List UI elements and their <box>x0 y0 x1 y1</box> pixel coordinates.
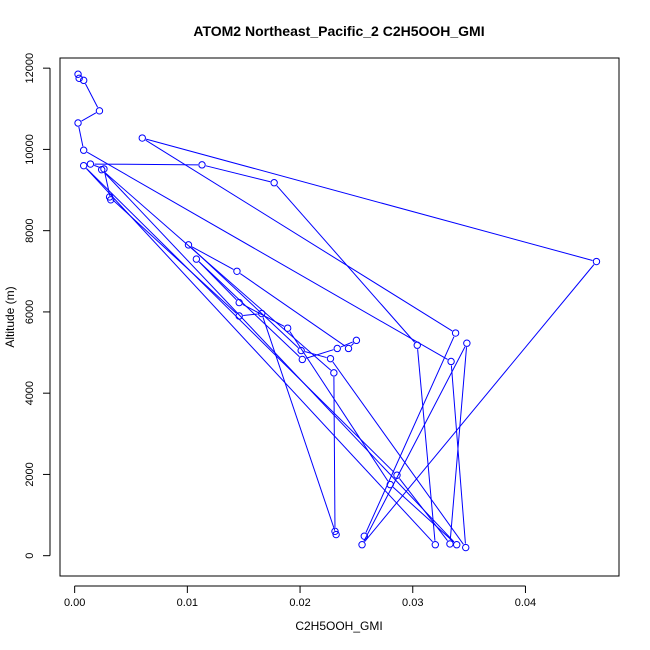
data-point <box>333 344 341 353</box>
data-point <box>192 255 201 263</box>
data-point <box>100 165 108 173</box>
y-tick-label: 12000 <box>24 53 36 84</box>
data-point <box>297 346 305 355</box>
data-point <box>75 74 83 83</box>
series-segment <box>86 151 448 360</box>
data-point <box>451 329 460 337</box>
data-point <box>462 543 470 552</box>
series-segment <box>81 112 97 122</box>
data-point <box>74 119 82 127</box>
series-segment <box>239 273 346 347</box>
y-tick-label: 4000 <box>24 381 36 405</box>
data-point <box>344 344 353 353</box>
series-segment <box>276 185 415 343</box>
series-segment <box>365 336 455 533</box>
data-point <box>95 107 104 115</box>
y-tick-label: 10000 <box>24 134 36 165</box>
data-point <box>258 309 266 318</box>
x-tick-label: 0.03 <box>402 597 423 609</box>
y-tick-label: 2000 <box>24 462 36 486</box>
series-segment <box>392 486 455 543</box>
data-point <box>235 312 243 320</box>
data-point <box>79 146 88 154</box>
series-segment <box>289 331 389 482</box>
series-segment <box>340 341 353 348</box>
data-point <box>79 76 88 85</box>
y-tick-label: 8000 <box>24 218 36 242</box>
series-segment <box>243 313 258 317</box>
series-segment <box>304 351 327 359</box>
data-point <box>393 471 401 479</box>
series-segment <box>363 346 466 542</box>
data-point <box>360 532 368 540</box>
data-point <box>446 540 454 548</box>
chart-title: ATOM2 Northeast_Pacific_2 C2H5OOH_GMI <box>193 23 484 39</box>
data-point <box>453 541 461 549</box>
series-segment <box>86 168 395 473</box>
series-segment <box>85 83 99 108</box>
series-segment <box>94 163 199 166</box>
series-segment <box>198 261 237 301</box>
series-segment <box>262 317 336 531</box>
y-tick-label: 0 <box>24 553 36 559</box>
data-point <box>79 161 88 170</box>
data-point <box>358 541 366 549</box>
data-point <box>332 530 340 539</box>
data-point <box>592 257 601 266</box>
data-point <box>107 196 115 204</box>
series-segment <box>350 342 354 346</box>
data-point <box>86 160 95 168</box>
data-point <box>463 339 471 347</box>
series-segment <box>78 126 84 147</box>
series-points <box>74 70 601 552</box>
series-segment <box>104 172 455 543</box>
x-axis-label: C2H5OOH_GMI <box>295 619 382 633</box>
series-segment <box>417 349 436 541</box>
data-point <box>431 541 439 549</box>
series-segment <box>450 365 466 544</box>
series-segment <box>332 361 464 545</box>
data-point <box>283 324 292 332</box>
series-segment <box>104 172 111 196</box>
data-point <box>326 354 335 363</box>
data-point <box>413 341 421 349</box>
plot-area-frame <box>59 57 620 577</box>
data-point <box>184 241 193 249</box>
series-segment <box>145 139 453 332</box>
series-segment <box>305 349 334 359</box>
series-segment <box>146 138 593 261</box>
y-axis: 0 2000 4000 6000 8000 10000 12000 <box>24 53 51 559</box>
data-point <box>330 369 338 377</box>
data-point <box>386 480 394 489</box>
data-point <box>138 134 146 142</box>
data-point <box>447 357 455 366</box>
x-tick-label: 0.00 <box>64 597 85 609</box>
data-point <box>74 70 82 78</box>
series-segment <box>104 171 332 371</box>
series-segment <box>399 478 448 542</box>
series-segment <box>198 261 300 358</box>
data-point <box>331 527 339 536</box>
data-point <box>270 179 278 187</box>
data-point <box>235 298 243 307</box>
x-tick-label: 0.02 <box>289 597 310 609</box>
y-tick-label: 6000 <box>24 300 36 324</box>
series-segment <box>205 165 271 183</box>
y-axis-label: Altitude (m) <box>3 286 17 347</box>
data-point <box>198 161 206 169</box>
series-line <box>78 83 595 545</box>
series-segment <box>333 376 336 528</box>
x-tick-label: 0.04 <box>515 597 536 609</box>
data-point <box>352 336 361 345</box>
series-segment <box>449 347 468 540</box>
series-segment <box>191 246 234 270</box>
x-tick-label: 0.01 <box>177 597 198 609</box>
data-point <box>298 355 307 364</box>
data-point <box>233 267 241 275</box>
series-segment <box>364 264 595 542</box>
series-segment <box>86 168 433 543</box>
x-axis: 0.00 0.01 0.02 0.03 0.04 <box>64 585 536 609</box>
